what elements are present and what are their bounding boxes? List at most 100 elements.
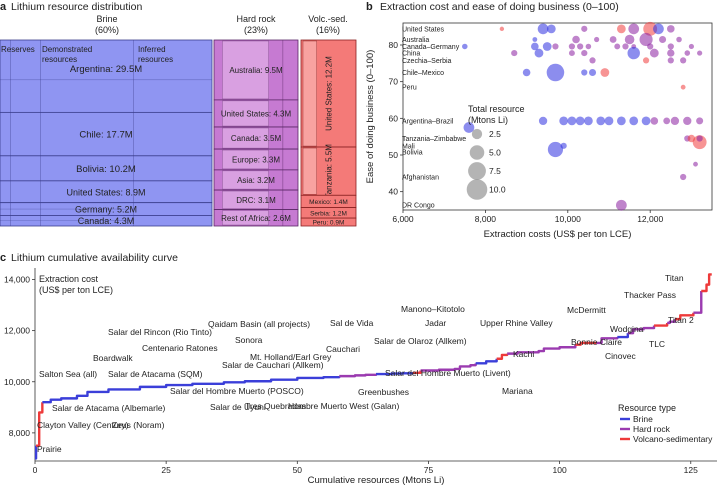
curve-segment-hard_rock <box>627 325 656 335</box>
scatter-y-tick-label: 70 <box>389 77 399 87</box>
curve-annotation: Zeus (Noram) <box>112 420 165 430</box>
scatter-point-brine <box>537 23 549 35</box>
curve-segment-volc <box>496 353 509 360</box>
treemap-cell-label: Europe: 3.3M <box>232 155 280 164</box>
curve-annotation: Salar de Uyuni <box>210 402 266 412</box>
cumulative-curve-plot: 0 25 50 75 100 125 8,000 10,000 12,000 14,000 Cumu… <box>4 268 717 486</box>
curve-annotation: Tres Quebradas <box>245 401 306 411</box>
curve-annotation: Upper Rhine Valley <box>480 318 553 328</box>
scatter-point-hard_rock <box>572 35 580 44</box>
scatter-point-hard_rock <box>667 43 674 50</box>
scatter-point-hard_rock <box>615 199 627 211</box>
treemap-subcell <box>222 40 269 100</box>
curve-annotation: Salar de Cauchari (Allkem) <box>222 360 324 370</box>
curve-annotation: Sonora <box>235 335 263 345</box>
treemap-cell-label: Bolivia: 10.2M <box>76 164 136 175</box>
scatter-y-tick-label: 80 <box>389 40 399 50</box>
curve-annotation: Prairie <box>37 444 62 454</box>
brine-group-share: (60%) <box>95 25 119 35</box>
treemap: Brine (60%) Hard rock (23%) Volc.-sed. (… <box>0 14 357 227</box>
curve-annotation: Titan 2 <box>668 315 694 325</box>
curve-y-tick-label: 12,000 <box>4 326 30 336</box>
scatter-point-brine <box>596 116 606 126</box>
scatter-point-volc <box>680 84 686 90</box>
treemap-subcell <box>222 149 269 170</box>
scatter-country-label: Peru <box>402 85 417 92</box>
curve-legend-label: Volcano-sedimentary <box>633 434 713 444</box>
curve-annotation: Boardwalk <box>93 353 133 363</box>
scatter-x-tick-label: 6,000 <box>392 214 414 224</box>
curve-annotation: Salar del Hombre Muerto (POSCO) <box>170 386 304 396</box>
curve-annotation: Hombre Muerto West (Galan) <box>288 401 399 411</box>
scatter-point-hard_rock <box>650 117 659 125</box>
scatter-point-brine <box>588 68 597 77</box>
curve-x-tick-label: 0 <box>33 465 38 475</box>
curve-annotation: TLC <box>649 339 665 349</box>
scatter-point-volc <box>499 26 505 32</box>
hard-rock-group-name: Hard rock <box>236 14 276 24</box>
scatter-country-label: Tanzania–Zimbabwe <box>402 136 466 143</box>
panel-a-letter: a <box>0 1 7 13</box>
curve-x-tick-label: 125 <box>684 465 698 475</box>
volc-group-name: Volc.-sed. <box>308 14 348 24</box>
scatter-point-hard_rock <box>680 57 687 64</box>
panel-b-letter: b <box>366 1 373 13</box>
scatter-country-label: United States <box>402 26 445 33</box>
treemap-sublabel-inferred: Inferred <box>138 45 166 54</box>
scatter-point-brine <box>616 116 626 126</box>
scatter-point-hard_rock <box>684 50 691 56</box>
treemap-cell-label: Canada: 3.5M <box>231 134 282 143</box>
scatter-point-brine <box>522 68 531 77</box>
scatter-point-hard_rock <box>667 57 674 64</box>
scatter-point-hard_rock <box>696 117 704 125</box>
scatter-point-hard_rock <box>552 43 559 50</box>
scatter-point-volc <box>692 135 707 150</box>
curve-segment-hard_rock <box>507 344 577 355</box>
scatter-point-hard_rock <box>568 43 576 50</box>
curve-x-label: Cumulative resources (Mtons Li) <box>308 475 445 486</box>
scatter-point-hard_rock <box>568 50 575 57</box>
curve-y-label: Extraction cost <box>39 274 99 284</box>
scatter-size-legend-bubble <box>469 145 485 160</box>
scatter-point-brine <box>627 46 640 60</box>
scatter-country-label: Bolivia <box>402 150 423 157</box>
scatter-point-hard_rock <box>624 34 635 45</box>
curve-segment-brine <box>617 333 630 339</box>
scatter-country-label: Mali <box>402 144 415 151</box>
scatter-point-hard_rock <box>688 43 694 50</box>
treemap-sublabel-reserves: Reserves <box>1 45 35 54</box>
treemap-cell-label: Tanzania: 5.5M <box>325 144 334 199</box>
scatter-y-tick-label: 40 <box>389 187 399 197</box>
scatter-point-brine <box>531 42 539 51</box>
curve-annotation: Greenbushes <box>358 387 409 397</box>
treemap-sublabel-inferred-2: resources <box>138 55 173 64</box>
scatter-country-label: Canada–Germany <box>402 44 460 51</box>
scatter-x-label: Extraction costs (US$ per ton LCE) <box>484 229 632 240</box>
treemap-cell-label: Mexico: 1.4M <box>309 199 348 206</box>
scatter-point-hard_rock <box>683 116 692 126</box>
curve-segment-hard_rock <box>596 337 619 345</box>
scatter-point-brine <box>534 48 544 58</box>
scatter-x-tick-label: 10,000 <box>555 214 581 224</box>
treemap-subcell <box>222 190 269 209</box>
treemap-subcell <box>222 210 269 226</box>
curve-annotation: Mariana <box>502 386 533 396</box>
scatter-point-brine <box>581 69 588 76</box>
treemap-cell-label: Chile: 17.7M <box>79 130 132 141</box>
curve-segment-volc <box>654 322 669 327</box>
curve-legend-label: Hard rock <box>633 424 671 434</box>
curve-y-tick-label: 10,000 <box>4 377 30 387</box>
scatter-point-hard_rock <box>585 43 592 50</box>
treemap-subcell <box>222 127 269 149</box>
scatter-country-label: Afghanistan <box>402 175 439 182</box>
curve-legend-title: Resource type <box>618 403 676 413</box>
treemap-cell-label: DRC: 3.1M <box>236 196 276 205</box>
curve-x-tick-label: 100 <box>553 465 567 475</box>
scatter-y-tick-label: 50 <box>389 150 399 160</box>
volc-group-share: (16%) <box>316 25 340 35</box>
curve-segment-hard_rock <box>667 319 677 325</box>
scatter-point-brine <box>463 122 475 133</box>
curve-annotation: Qaidam Basin (all projects) <box>208 319 310 329</box>
scatter-frame <box>402 22 713 211</box>
hard-rock-group-share: (23%) <box>244 25 268 35</box>
